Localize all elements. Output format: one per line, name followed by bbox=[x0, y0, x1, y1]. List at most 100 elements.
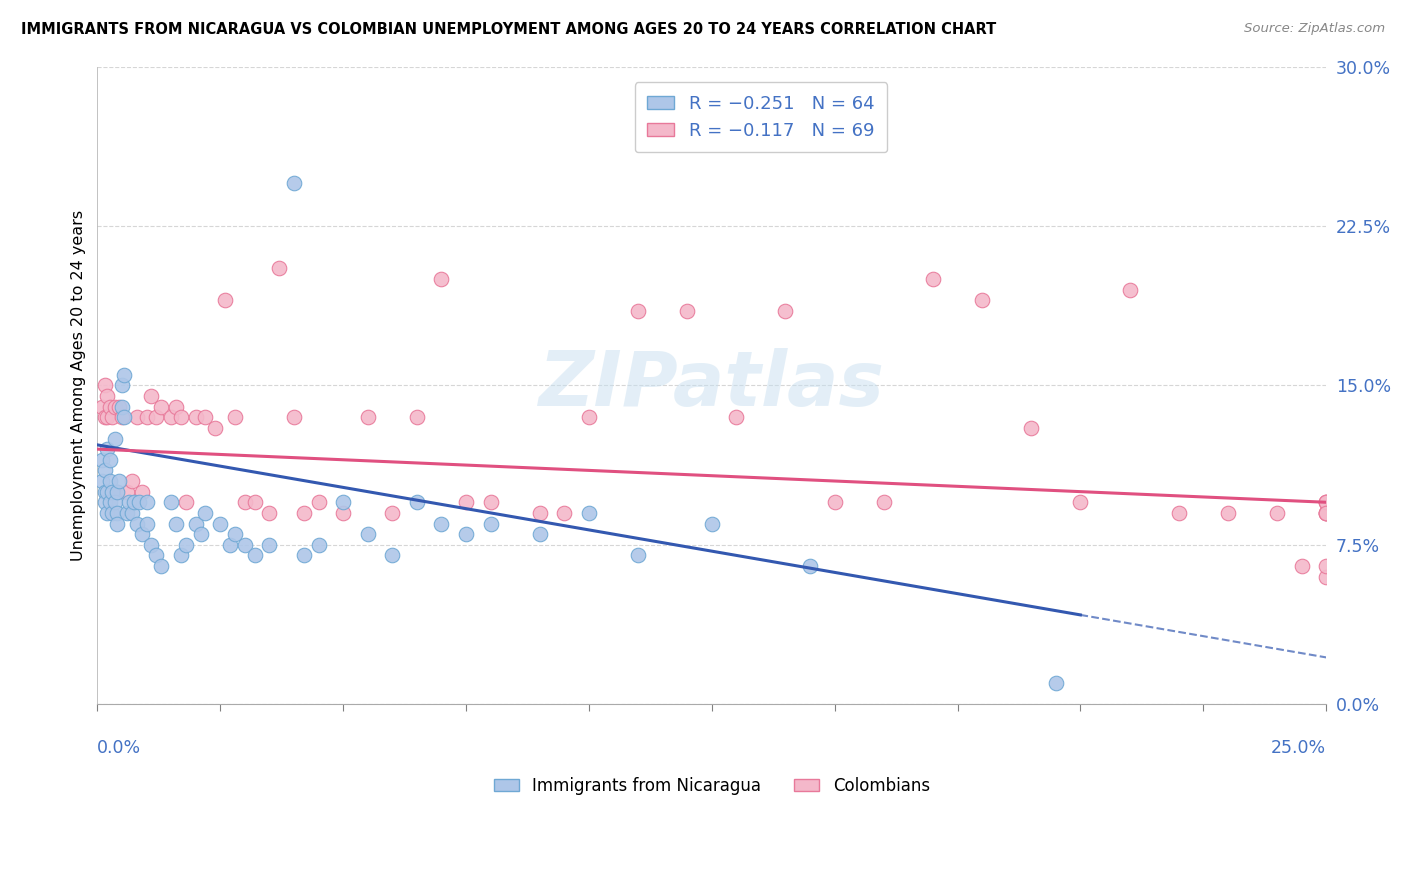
Point bbox=[115, 506, 138, 520]
Point bbox=[430, 516, 453, 531]
Point bbox=[141, 538, 163, 552]
Point bbox=[101, 506, 124, 520]
Point bbox=[233, 538, 256, 552]
Point bbox=[91, 400, 114, 414]
Point bbox=[1315, 559, 1337, 574]
Point bbox=[174, 495, 197, 509]
Point bbox=[405, 495, 427, 509]
Point bbox=[381, 506, 404, 520]
Point bbox=[676, 304, 699, 318]
Point bbox=[269, 261, 291, 276]
Point bbox=[578, 410, 600, 425]
Point bbox=[150, 559, 173, 574]
Point bbox=[112, 368, 135, 382]
Point bbox=[101, 410, 124, 425]
Point bbox=[1118, 283, 1140, 297]
Point bbox=[108, 400, 131, 414]
Point bbox=[283, 177, 305, 191]
Point bbox=[96, 442, 118, 457]
Point bbox=[190, 527, 212, 541]
Point bbox=[357, 527, 380, 541]
Point bbox=[135, 495, 157, 509]
Text: 25.0%: 25.0% bbox=[1271, 739, 1326, 757]
Point bbox=[121, 474, 143, 488]
Point bbox=[1315, 495, 1337, 509]
Point bbox=[405, 410, 427, 425]
Point bbox=[259, 538, 281, 552]
Point bbox=[578, 506, 600, 520]
Point bbox=[214, 293, 236, 308]
Point bbox=[96, 410, 118, 425]
Point bbox=[1315, 495, 1337, 509]
Point bbox=[454, 527, 477, 541]
Point bbox=[1291, 559, 1313, 574]
Point bbox=[98, 495, 121, 509]
Point bbox=[91, 474, 114, 488]
Point bbox=[103, 432, 125, 446]
Point bbox=[873, 495, 896, 509]
Point bbox=[1315, 569, 1337, 583]
Point bbox=[165, 516, 187, 531]
Point bbox=[121, 506, 143, 520]
Point bbox=[725, 410, 748, 425]
Point bbox=[101, 484, 124, 499]
Text: ZIPatlas: ZIPatlas bbox=[538, 349, 884, 423]
Point bbox=[98, 474, 121, 488]
Point bbox=[1315, 506, 1337, 520]
Point bbox=[357, 410, 380, 425]
Point bbox=[111, 378, 134, 392]
Point bbox=[292, 549, 315, 563]
Point bbox=[131, 527, 153, 541]
Point bbox=[454, 495, 477, 509]
Point bbox=[381, 549, 404, 563]
Point bbox=[700, 516, 723, 531]
Point bbox=[243, 495, 266, 509]
Point bbox=[184, 516, 207, 531]
Point bbox=[430, 272, 453, 286]
Text: IMMIGRANTS FROM NICARAGUA VS COLOMBIAN UNEMPLOYMENT AMONG AGES 20 TO 24 YEARS CO: IMMIGRANTS FROM NICARAGUA VS COLOMBIAN U… bbox=[21, 22, 997, 37]
Point bbox=[479, 516, 502, 531]
Point bbox=[824, 495, 846, 509]
Point bbox=[529, 527, 551, 541]
Point bbox=[243, 549, 266, 563]
Point bbox=[145, 410, 167, 425]
Point bbox=[1265, 506, 1288, 520]
Point bbox=[1019, 421, 1042, 435]
Point bbox=[111, 400, 134, 414]
Point bbox=[627, 304, 650, 318]
Point bbox=[135, 516, 157, 531]
Point bbox=[135, 410, 157, 425]
Point bbox=[1315, 506, 1337, 520]
Point bbox=[115, 484, 138, 499]
Point bbox=[111, 410, 134, 425]
Point bbox=[128, 495, 150, 509]
Point bbox=[219, 538, 242, 552]
Point bbox=[259, 506, 281, 520]
Text: 0.0%: 0.0% bbox=[97, 739, 142, 757]
Point bbox=[209, 516, 232, 531]
Legend: Immigrants from Nicaragua, Colombians: Immigrants from Nicaragua, Colombians bbox=[486, 770, 936, 801]
Point bbox=[170, 549, 193, 563]
Point bbox=[105, 484, 128, 499]
Point bbox=[1216, 506, 1239, 520]
Point bbox=[125, 516, 148, 531]
Point bbox=[98, 452, 121, 467]
Point bbox=[799, 559, 821, 574]
Point bbox=[174, 538, 197, 552]
Point bbox=[96, 506, 118, 520]
Point bbox=[1069, 495, 1091, 509]
Point bbox=[1315, 506, 1337, 520]
Point bbox=[93, 495, 115, 509]
Point bbox=[170, 410, 193, 425]
Point bbox=[283, 410, 305, 425]
Point bbox=[1315, 495, 1337, 509]
Point bbox=[194, 410, 217, 425]
Point bbox=[224, 410, 246, 425]
Point bbox=[145, 549, 167, 563]
Y-axis label: Unemployment Among Ages 20 to 24 years: Unemployment Among Ages 20 to 24 years bbox=[72, 210, 86, 561]
Point bbox=[160, 410, 183, 425]
Point bbox=[103, 495, 125, 509]
Point bbox=[627, 549, 650, 563]
Point bbox=[98, 400, 121, 414]
Point bbox=[93, 410, 115, 425]
